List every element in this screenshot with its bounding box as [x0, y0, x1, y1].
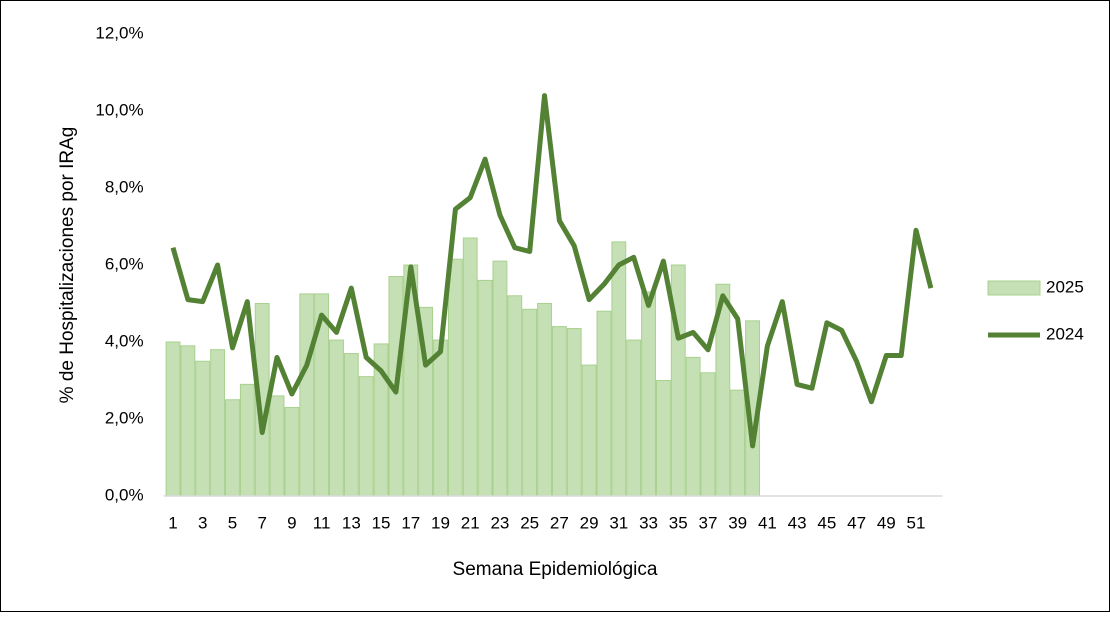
- y-tick-label: 0,0%: [105, 485, 144, 504]
- bar: [462, 237, 478, 497]
- bar: [433, 339, 448, 497]
- x-axis-title: Semana Epidemiológica: [453, 559, 658, 580]
- x-tick-label: 11: [313, 513, 331, 532]
- x-tick-label: 31: [609, 513, 628, 532]
- legend-swatch: [987, 280, 1041, 296]
- bar: [522, 308, 538, 497]
- y-tick-label: 6,0%: [105, 254, 144, 273]
- x-tick-label: 7: [257, 513, 266, 532]
- bar: [343, 353, 359, 497]
- x-tick-label: 27: [550, 513, 569, 532]
- bar: [210, 349, 226, 497]
- legend-label: 2025: [1046, 277, 1084, 296]
- bar: [299, 293, 315, 497]
- x-tick-label: 21: [461, 513, 480, 532]
- x-tick-label: 23: [490, 513, 509, 532]
- x-tick-label: 13: [342, 513, 361, 532]
- legend-label: 2024: [1046, 324, 1084, 343]
- bar: [447, 258, 463, 497]
- x-tick-label: 41: [758, 513, 777, 532]
- bar: [670, 264, 686, 497]
- x-tick-label: 33: [639, 513, 658, 532]
- y-tick-label: 10,0%: [95, 100, 143, 119]
- x-tick-label: 3: [198, 513, 207, 532]
- x-tick-label: 5: [228, 513, 237, 532]
- bar: [730, 389, 746, 497]
- x-tick-label: 35: [669, 513, 688, 532]
- bar: [537, 303, 552, 497]
- y-tick-label: 12,0%: [95, 23, 143, 42]
- y-axis-title: % de Hospitalizaciones por IRAg: [57, 127, 78, 404]
- bar: [284, 406, 300, 497]
- bar: [165, 341, 181, 497]
- x-tick-label: 29: [580, 513, 599, 532]
- y-tick-label: 4,0%: [105, 331, 144, 350]
- bar: [566, 328, 582, 497]
- bar: [596, 310, 612, 497]
- bar: [239, 383, 255, 497]
- bar: [225, 399, 240, 497]
- bar: [195, 360, 211, 497]
- x-tick-label: 43: [788, 513, 807, 532]
- x-tick-label: 39: [728, 513, 747, 532]
- bar: [358, 376, 374, 497]
- bar: [611, 241, 627, 497]
- x-tick-label: 37: [699, 513, 718, 532]
- x-tick-label: 1: [168, 513, 177, 532]
- bar: [581, 364, 597, 497]
- bar: [477, 279, 493, 497]
- x-tick-label: 25: [520, 513, 539, 532]
- x-tick-label: 51: [907, 513, 926, 532]
- bar: [180, 345, 196, 497]
- x-tick-label: 47: [847, 513, 866, 532]
- line: [170, 93, 934, 449]
- bar: [507, 295, 523, 497]
- bar: [329, 339, 344, 497]
- y-tick-label: 2,0%: [105, 408, 144, 427]
- bar: [700, 372, 716, 497]
- bar: [685, 356, 701, 497]
- bar: [551, 326, 567, 497]
- bar: [269, 395, 285, 497]
- x-tick-label: 15: [372, 513, 391, 532]
- y-tick-label: 8,0%: [105, 177, 144, 196]
- bar: [641, 291, 656, 497]
- x-tick-label: 49: [877, 513, 896, 532]
- x-tick-label: 45: [817, 513, 836, 532]
- bar: [655, 380, 671, 497]
- x-tick-label: 19: [431, 513, 450, 532]
- x-tick-label: 9: [287, 513, 296, 532]
- bar: [492, 260, 508, 497]
- bar: [626, 339, 642, 497]
- x-tick-label: 17: [401, 513, 420, 532]
